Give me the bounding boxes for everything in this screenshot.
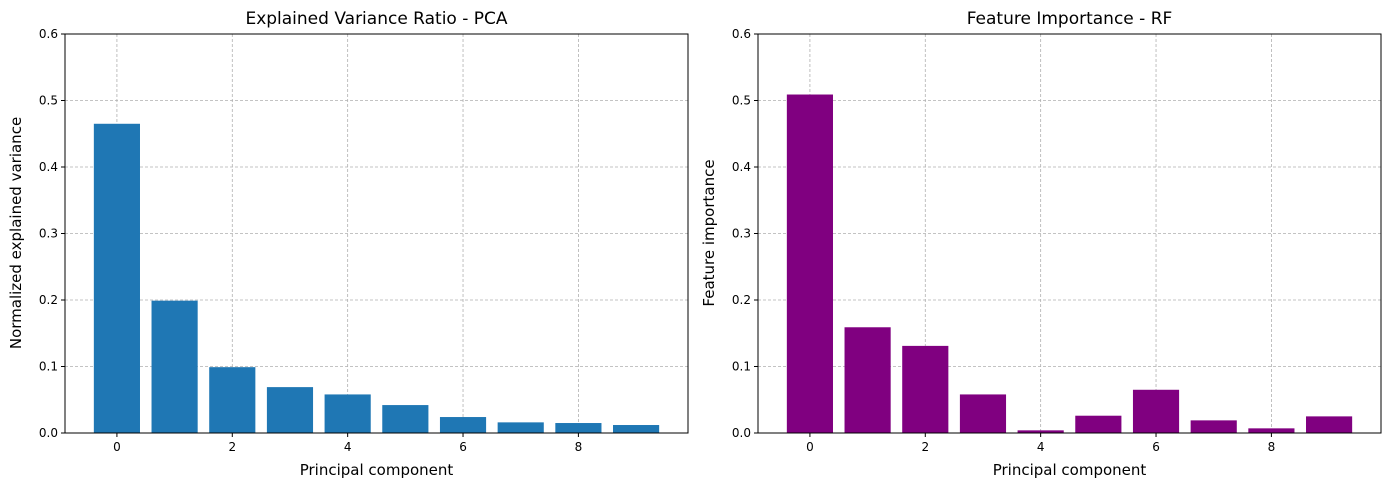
x-tick-label: 0: [113, 440, 121, 454]
x-tick-label: 2: [921, 440, 929, 454]
x-ticks-rf: 0 2 4 6 8: [806, 433, 1275, 454]
y-ticks-rf: 0.0 0.1 0.2 0.3 0.4 0.5 0.6: [732, 27, 758, 440]
y-tick-label: 0.0: [732, 426, 751, 440]
bar: [902, 345, 949, 433]
x-tick-label: 6: [1152, 440, 1160, 454]
y-axis-label-pca: Normalized explained variance: [7, 117, 25, 349]
bars-rf: [786, 94, 1353, 433]
y-tick-label: 0.1: [732, 360, 751, 374]
bar: [555, 423, 602, 433]
bar: [382, 405, 429, 433]
bar: [786, 94, 833, 433]
y-ticks-pca: 0.0 0.1 0.2 0.3 0.4 0.5 0.6: [39, 27, 65, 440]
chart-title-pca: Explained Variance Ratio - PCA: [245, 9, 507, 29]
y-tick-label: 0.2: [39, 293, 58, 307]
bar: [1017, 430, 1064, 433]
y-tick-label: 0.5: [732, 94, 751, 108]
bar: [1306, 416, 1353, 433]
bars-pca: [93, 123, 660, 434]
y-tick-label: 0.3: [39, 227, 58, 241]
y-tick-label: 0.3: [732, 227, 751, 241]
chart-pca: Explained Variance Ratio - PCA Principal…: [7, 9, 689, 479]
x-tick-label: 8: [1268, 440, 1276, 454]
bar: [497, 422, 544, 433]
bar: [1132, 389, 1180, 433]
bar: [1248, 428, 1295, 433]
y-tick-label: 0.2: [732, 293, 751, 307]
y-tick-label: 0.0: [39, 426, 58, 440]
chart-rf: Feature Importance - RF Principal compon…: [700, 9, 1382, 479]
x-tick-label: 4: [1037, 440, 1045, 454]
y-tick-label: 0.6: [732, 27, 751, 41]
bar: [844, 327, 891, 433]
y-tick-label: 0.4: [39, 160, 58, 174]
y-tick-label: 0.4: [732, 160, 751, 174]
x-tick-label: 2: [228, 440, 236, 454]
y-tick-label: 0.1: [39, 360, 58, 374]
y-tick-label: 0.5: [39, 94, 58, 108]
bar: [1190, 420, 1237, 433]
bar: [324, 394, 371, 433]
bar: [266, 387, 314, 433]
chart-title-rf: Feature Importance - RF: [967, 9, 1173, 29]
x-tick-label: 0: [806, 440, 814, 454]
x-tick-label: 4: [344, 440, 352, 454]
bar: [959, 394, 1007, 433]
x-axis-label-rf: Principal component: [993, 461, 1147, 479]
x-ticks-pca: 0 2 4 6 8: [113, 433, 582, 454]
y-axis-label-rf: Feature importance: [700, 159, 718, 306]
bar: [209, 367, 256, 433]
y-tick-label: 0.6: [39, 27, 58, 41]
bar: [151, 300, 198, 433]
bar: [1075, 415, 1122, 433]
bar: [93, 123, 140, 434]
bar: [613, 425, 660, 433]
x-tick-label: 8: [575, 440, 583, 454]
x-tick-label: 6: [459, 440, 467, 454]
bar: [439, 417, 487, 433]
x-axis-label-pca: Principal component: [300, 461, 454, 479]
